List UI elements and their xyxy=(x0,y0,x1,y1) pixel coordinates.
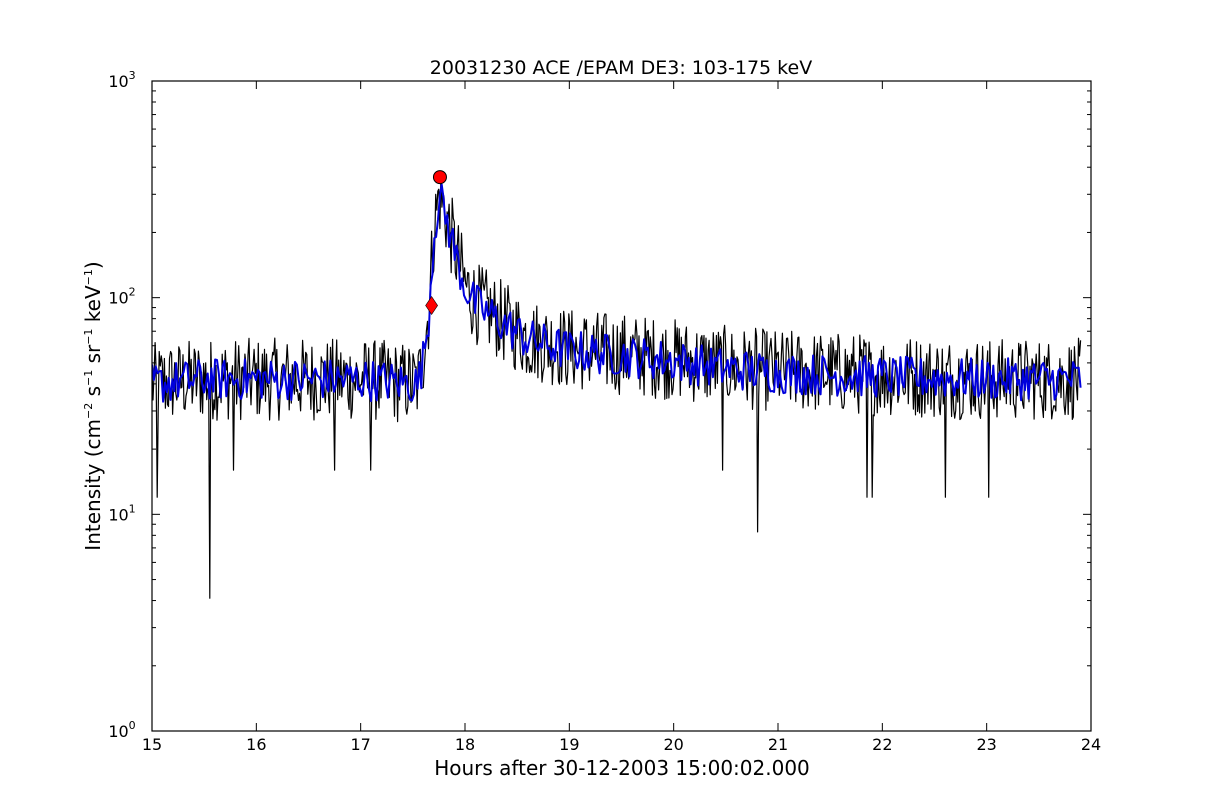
x-tick-label: 21 xyxy=(768,735,788,754)
y-tick-label: 103 xyxy=(108,69,135,91)
y-axis-label: Intensity (cm−2 s−1 sr−1 keV−1) xyxy=(81,261,105,550)
x-tick-label: 19 xyxy=(559,735,579,754)
series-line-raw xyxy=(152,173,1082,599)
chart-title: 20031230 ACE /EPAM DE3: 103-175 keV xyxy=(430,57,812,79)
plot-area: 15 16 17 18 19 20 21 22 23 24 100 101 102 103 xyxy=(108,69,1101,754)
x-tick-label: 24 xyxy=(1081,735,1101,754)
series-line-smoothed xyxy=(152,183,1082,403)
y-tick-label: 102 xyxy=(108,286,135,308)
onset-marker xyxy=(425,295,438,316)
x-axis-label: Hours after 30-12-2003 15:00:02.000 xyxy=(434,756,810,780)
peak-marker xyxy=(432,170,447,185)
x-tick-label: 17 xyxy=(350,735,370,754)
x-tick-label: 22 xyxy=(872,735,892,754)
x-tick-label: 18 xyxy=(455,735,475,754)
y-tick-label: 101 xyxy=(108,502,135,524)
plot-frame xyxy=(151,80,1092,732)
x-tick-label: 16 xyxy=(246,735,266,754)
plot-background xyxy=(152,81,1091,731)
x-tick-label: 15 xyxy=(142,735,162,754)
x-tick-label: 20 xyxy=(663,735,683,754)
y-tick-label: 100 xyxy=(108,719,135,741)
x-tick-label: 23 xyxy=(976,735,996,754)
